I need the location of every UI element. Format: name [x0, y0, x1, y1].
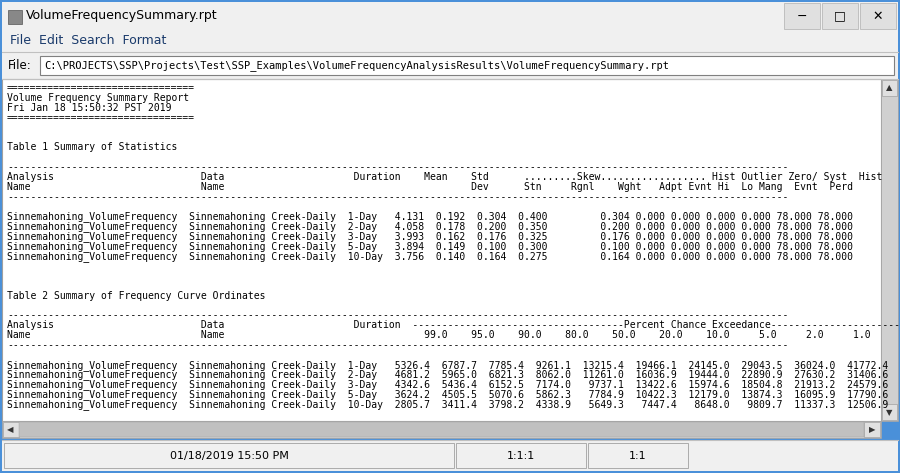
Bar	[0, 0, 2, 473]
Text: VolumeFrequencySummary.rpt: VolumeFrequencySummary.rpt	[26, 9, 218, 23]
Text: --------------------------------------------------------------------------------: ----------------------------------------…	[7, 162, 788, 172]
Bar	[0, 0, 900, 2]
Text: Sinnemahoning_VolumeFrequency  Sinnemahoning Creek-Daily  5-Day   3.894  0.149  : Sinnemahoning_VolumeFrequency Sinnemahon…	[7, 241, 853, 252]
Bar	[2, 440, 898, 471]
Text: ◀: ◀	[7, 425, 14, 434]
Text: Sinnemahoning_VolumeFrequency  Sinnemahoning Creek-Daily  3-Day   3.993  0.162  : Sinnemahoning_VolumeFrequency Sinnemahon…	[7, 231, 853, 242]
Bar	[588, 443, 688, 468]
Text: 01/18/2019 15:50 PM: 01/18/2019 15:50 PM	[169, 450, 288, 461]
Text: ✕: ✕	[873, 9, 883, 23]
Text: Sinnemahoning_VolumeFrequency  Sinnemahoning Creek-Daily  2-Day   4.058  0.178  : Sinnemahoning_VolumeFrequency Sinnemahon…	[7, 221, 853, 232]
Bar	[8, 10, 22, 24]
Text: Sinnemahoning_VolumeFrequency  Sinnemahoning Creek-Daily  10-Day  3.756  0.140  : Sinnemahoning_VolumeFrequency Sinnemahon…	[7, 251, 853, 262]
Text: Table 1 Summary of Statistics: Table 1 Summary of Statistics	[7, 142, 177, 152]
Bar	[881, 79, 898, 421]
Text: Analysis                         Data                      Duration  -----------: Analysis Data Duration -----------	[7, 320, 900, 330]
Bar	[4, 443, 454, 468]
Bar	[40, 56, 894, 75]
Text: --------------------------------------------------------------------------------: ----------------------------------------…	[7, 192, 788, 201]
Text: Volume Frequency Summary Report: Volume Frequency Summary Report	[7, 93, 189, 103]
Bar	[3, 422, 19, 437]
Text: Sinnemahoning_VolumeFrequency  Sinnemahoning Creek-Daily  5-Day   3624.2  4505.5: Sinnemahoning_VolumeFrequency Sinnemahon…	[7, 389, 900, 400]
Bar	[456, 443, 586, 468]
Bar	[882, 404, 897, 420]
Text: File:: File:	[8, 59, 32, 72]
Text: 1:1:1: 1:1:1	[507, 450, 536, 461]
Text: −: −	[796, 9, 807, 23]
Bar	[864, 422, 880, 437]
Text: Sinnemahoning_VolumeFrequency  Sinnemahoning Creek-Daily  1-Day   4.131  0.192  : Sinnemahoning_VolumeFrequency Sinnemahon…	[7, 211, 853, 222]
Bar	[822, 3, 858, 29]
Text: Sinnemahoning_VolumeFrequency  Sinnemahoning Creek-Daily  10-Day  2805.7  3411.4: Sinnemahoning_VolumeFrequency Sinnemahon…	[7, 399, 900, 410]
Text: Fri Jan 18 15:50:32 PST 2019: Fri Jan 18 15:50:32 PST 2019	[7, 103, 172, 113]
Bar	[898, 0, 900, 473]
Text: --------------------------------------------------------------------------------: ----------------------------------------…	[7, 340, 788, 350]
Text: Table 2 Summary of Frequency Curve Ordinates: Table 2 Summary of Frequency Curve Ordin…	[7, 290, 265, 300]
Bar	[0, 471, 900, 473]
Text: □: □	[834, 9, 846, 23]
Text: C:\PROJECTS\SSP\Projects\Test\SSP_Examples\VolumeFrequencyAnalysisResults\Volume: C:\PROJECTS\SSP\Projects\Test\SSP_Exampl…	[44, 60, 669, 71]
Text: Name                             Name                                  99.0    9: Name Name 99.0 9	[7, 330, 870, 340]
Bar	[2, 52, 898, 79]
Text: ▼: ▼	[886, 408, 893, 417]
Bar	[2, 2, 898, 30]
Bar	[882, 80, 897, 96]
Text: Analysis                         Data                      Duration    Mean    S: Analysis Data Duration Mean S	[7, 172, 882, 182]
Text: File  Edit  Search  Format: File Edit Search Format	[10, 35, 166, 47]
Bar	[2, 421, 881, 438]
Text: Sinnemahoning_VolumeFrequency  Sinnemahoning Creek-Daily  1-Day   5326.4  6787.7: Sinnemahoning_VolumeFrequency Sinnemahon…	[7, 359, 900, 371]
Text: Sinnemahoning_VolumeFrequency  Sinnemahoning Creek-Daily  3-Day   4342.6  5436.4: Sinnemahoning_VolumeFrequency Sinnemahon…	[7, 379, 900, 390]
Bar	[19, 422, 864, 437]
Text: ▶: ▶	[869, 425, 876, 434]
Bar	[860, 3, 896, 29]
Text: Name                             Name                                          D: Name Name D	[7, 182, 853, 192]
Text: ================================: ================================	[7, 113, 195, 123]
Text: 1:1: 1:1	[629, 450, 647, 461]
Bar	[2, 79, 881, 421]
Bar	[2, 30, 898, 52]
Text: ▲: ▲	[886, 83, 893, 92]
Text: --------------------------------------------------------------------------------: ----------------------------------------…	[7, 310, 788, 320]
Text: ================================: ================================	[7, 83, 195, 93]
Bar	[784, 3, 820, 29]
Text: Sinnemahoning_VolumeFrequency  Sinnemahoning Creek-Daily  2-Day   4681.2  5965.0: Sinnemahoning_VolumeFrequency Sinnemahon…	[7, 369, 900, 380]
